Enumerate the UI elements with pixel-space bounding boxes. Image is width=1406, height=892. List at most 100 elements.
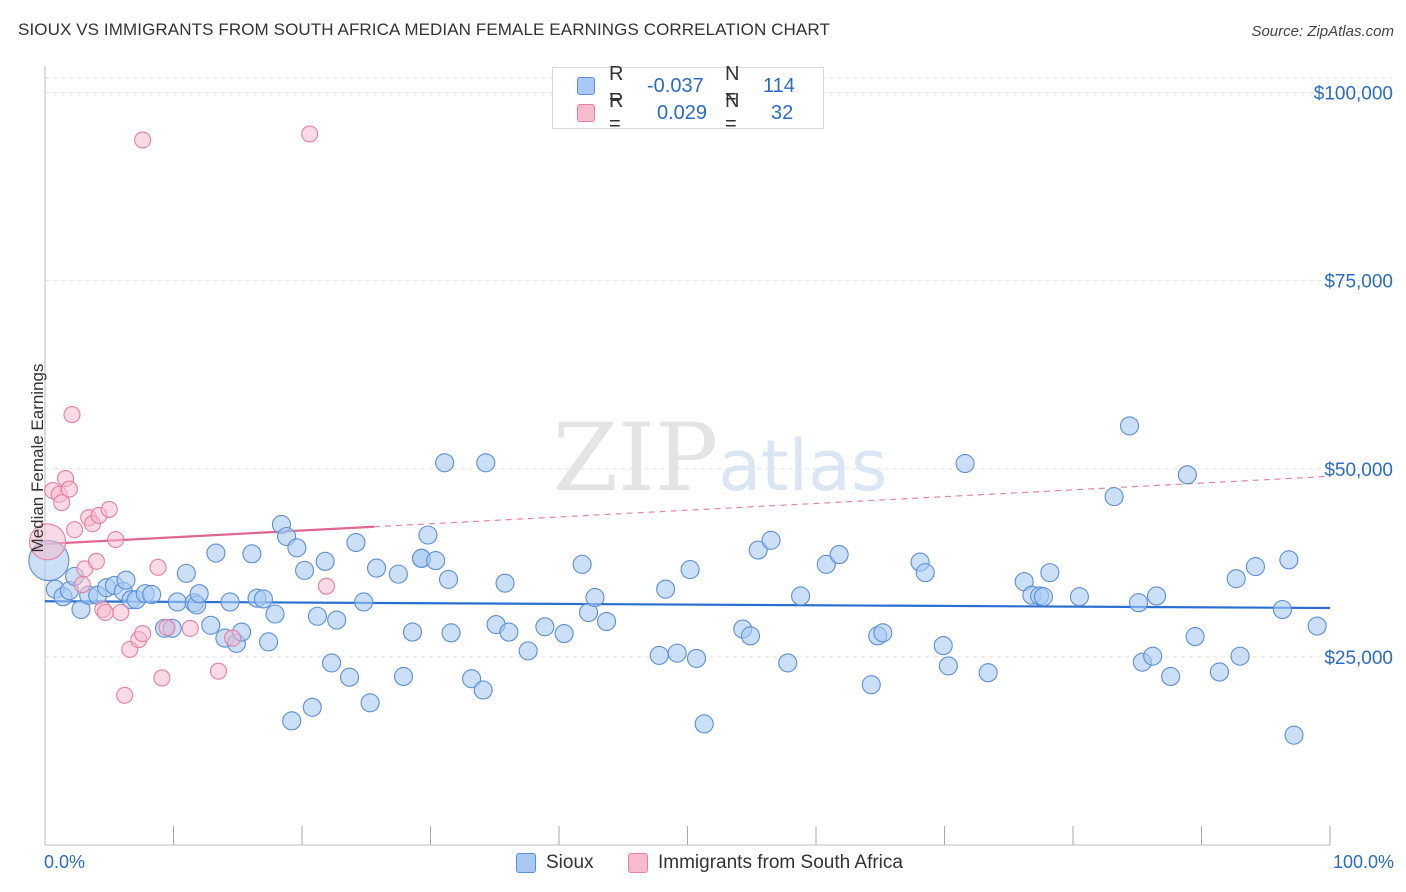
legend-label: Immigrants from South Africa (658, 852, 903, 873)
sioux-point (1307, 616, 1327, 636)
sioux-point (189, 584, 209, 604)
south-africa-point (96, 603, 114, 622)
sioux-point (201, 615, 221, 635)
sioux-point (167, 592, 187, 612)
sioux-point (1209, 662, 1230, 682)
sioux-point (1033, 587, 1053, 607)
south-africa-point (116, 686, 134, 704)
sioux-point (1146, 586, 1167, 606)
sioux-point (287, 538, 307, 558)
south-africa-point (209, 662, 228, 680)
watermark: ZIPatlas (553, 404, 888, 513)
sioux-point (253, 589, 274, 609)
sioux-point (259, 632, 279, 652)
sioux-point (315, 551, 335, 571)
south-africa-point (224, 629, 242, 647)
sioux-point (740, 626, 761, 646)
sioux-point (791, 586, 811, 606)
south-africa-point (60, 480, 78, 498)
legend-row-sioux: R = -0.037 N = 114 (577, 63, 803, 108)
sioux-point (220, 592, 240, 612)
south-africa-point (73, 576, 91, 594)
legend-item-south-africa: Immigrants from South Africa (628, 852, 903, 874)
south-africa-point (100, 500, 118, 518)
south-africa-trend-solid (44, 525, 375, 546)
correlation-legend: R = -0.037 N = 114 R = 0.029 N = 32 (552, 63, 824, 135)
chart-title: SIOUX VS IMMIGRANTS FROM SOUTH AFRICA ME… (18, 20, 830, 39)
sioux-point (327, 610, 347, 630)
sioux-point (322, 653, 342, 673)
sioux-point (915, 563, 935, 583)
series-legend: Sioux Immigrants from South Africa (0, 852, 1406, 878)
r-value: 0.029 (657, 101, 708, 124)
sioux-point (933, 636, 953, 656)
legend-row-south-africa: R = 0.029 N = 32 (577, 90, 811, 135)
sioux-point (761, 530, 781, 550)
south-africa-point (53, 494, 71, 512)
sioux-point (873, 623, 893, 643)
sioux-point (1143, 646, 1163, 666)
x-tick-label-min: 0.0% (44, 852, 86, 872)
sioux-point (816, 554, 836, 574)
y-tick-labels: $25,000 $50,000 $75,000 $100,000 (1314, 84, 1393, 669)
south-africa-point (301, 125, 319, 143)
sioux-point (426, 551, 446, 571)
sioux-point (1161, 666, 1181, 687)
south-africa-point (107, 530, 125, 549)
y-tick-label: $100,000 (1314, 84, 1393, 105)
south-africa-point (181, 619, 199, 637)
sioux-point (554, 624, 574, 644)
sioux-point (354, 592, 374, 612)
n-value: 32 (771, 101, 794, 124)
sioux-point (473, 680, 493, 700)
n-label: N = (725, 63, 740, 108)
y-tick-label: $50,000 (1324, 460, 1393, 481)
sioux-point (1040, 563, 1060, 583)
sioux-point (694, 714, 714, 734)
sioux-point (499, 622, 519, 642)
sioux-point (1279, 550, 1299, 570)
sioux-point (585, 587, 605, 608)
sioux-point (346, 532, 366, 553)
south-africa-point (134, 625, 152, 643)
south-africa-point (66, 521, 84, 539)
sioux-point (360, 693, 380, 713)
sioux-point (778, 653, 798, 673)
r-value: -0.037 (647, 74, 704, 97)
sioux-point (265, 604, 285, 624)
sioux-point (462, 669, 482, 689)
sioux-point (829, 545, 849, 565)
sioux-point (667, 643, 687, 663)
south-africa-point (153, 669, 171, 687)
sioux-point (242, 544, 262, 564)
south-africa-point (134, 131, 152, 149)
sioux-point (339, 667, 360, 687)
sioux-point (476, 453, 496, 473)
south-africa-swatch (577, 104, 595, 122)
south-africa-trend-dashed (373, 475, 1331, 528)
sioux-point (680, 560, 700, 580)
sioux-point (206, 543, 226, 563)
sioux-point (656, 579, 676, 599)
gridlines (45, 77, 1392, 658)
sioux-point (1069, 587, 1089, 607)
sioux-point (435, 453, 455, 473)
y-axis-label: Median Female Earnings (28, 363, 47, 553)
watermark-atlas: atlas (718, 425, 887, 507)
sioux-point (1177, 465, 1197, 485)
south-africa-point (87, 552, 105, 570)
sioux-point (649, 645, 669, 665)
sioux-point (388, 564, 408, 584)
watermark-zip: ZIP (553, 404, 719, 513)
sioux-point (402, 622, 423, 642)
south-africa-point (149, 558, 167, 576)
sioux-point (438, 569, 459, 589)
sioux-point (176, 563, 196, 583)
sioux-point (572, 554, 592, 574)
sioux-swatch (577, 77, 595, 95)
sioux-point (366, 558, 387, 578)
south-africa-point (158, 618, 176, 637)
sioux-point (302, 697, 322, 717)
sioux-point (955, 453, 975, 474)
sioux-point (495, 573, 515, 593)
